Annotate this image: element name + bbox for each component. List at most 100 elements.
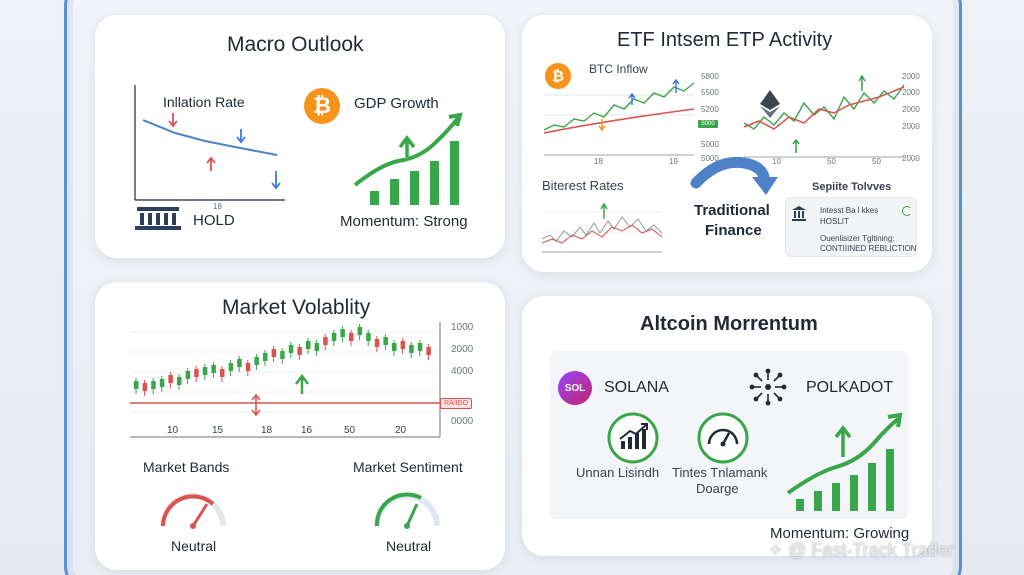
- speedometer-circle-icon: [697, 412, 749, 464]
- altcoin-momentum-card[interactable]: Altcoin Morrentum SOL SOLANA POLKADOT: [522, 296, 932, 556]
- candle-body: [220, 369, 225, 377]
- down-arrow-icon: [271, 171, 281, 190]
- eth-axis-tick: 2000: [902, 88, 920, 97]
- candle-body: [400, 341, 406, 349]
- level-badge-text: RA/IDO: [443, 400, 469, 407]
- candle-body: [426, 347, 431, 355]
- candle-body: [263, 353, 268, 361]
- eth-flow-chart: [743, 74, 905, 158]
- btc-inflow-chart: [543, 78, 695, 156]
- gdp-growth-label: GDP Growth: [354, 95, 439, 112]
- candle-body: [297, 347, 302, 355]
- market-bands-gauge: [160, 493, 226, 529]
- macro-outlook-card[interactable]: Macro Outlook Inllation Rate 18 HOLD ₿ G…: [95, 15, 505, 258]
- btc-axis-tick: 5500: [701, 88, 719, 97]
- macro-outlook-title: Macro Outlook: [227, 33, 364, 56]
- info-line-1: Intesst Ba l kkes: [820, 206, 879, 215]
- hold-label: HOLD: [193, 212, 235, 229]
- btc-x-tick: 19: [669, 157, 678, 166]
- candle-body: [392, 343, 397, 351]
- candle-body: [254, 357, 259, 365]
- up-arrow-icon: [600, 202, 608, 219]
- altcoin-panel: SOL SOLANA POLKADOT Unnan L: [550, 351, 908, 519]
- eth-x-tick: 10: [772, 157, 781, 166]
- market-volatility-title: Market Volablity: [222, 296, 371, 319]
- eth-x-tick: 50: [872, 157, 881, 166]
- volatility-y-tick: 1000: [451, 322, 474, 333]
- candle-body: [245, 363, 251, 371]
- eth-axis-tick: 2000: [902, 122, 920, 131]
- candle-body: [271, 349, 277, 357]
- policy-info-box: Intesst Ba l kkes HOSLIT Ouenlisizer Tgl…: [785, 197, 917, 257]
- info-line-2: HOSLIT: [820, 217, 849, 226]
- polkadot-label: POLKADOT: [806, 379, 894, 396]
- candle-body: [185, 371, 191, 379]
- traditional-finance-label-1: Traditional: [694, 202, 770, 219]
- inflation-rate-label: Inllation Rate: [163, 94, 245, 110]
- interest-rates-label: Biterest Rates: [542, 178, 624, 193]
- inflation-x-tick: 18: [213, 202, 222, 211]
- candle-body: [159, 379, 165, 387]
- candle-body: [314, 343, 320, 351]
- up-arrow-icon: [295, 373, 309, 394]
- bitcoin-icon: ₿: [304, 88, 340, 124]
- candle-body: [177, 377, 182, 385]
- btc-axis-tick: 5200: [701, 105, 719, 114]
- btc-axis-tick: 5000: [701, 154, 719, 163]
- interest-rates-chart: [541, 202, 663, 253]
- volatility-x-tick: 16: [301, 425, 313, 436]
- btc-value-badge-text: 5000: [701, 121, 715, 127]
- up-arrow-icon: [834, 425, 852, 457]
- bitcoin-icon: ₿: [545, 63, 571, 89]
- up-arrow-icon: [398, 135, 416, 157]
- up-arrow-icon: [792, 138, 800, 153]
- watermark: ✧ @ Fast-Track Trader: [768, 540, 954, 560]
- candle-body: [142, 383, 148, 391]
- curved-arrow-icon: [690, 156, 778, 195]
- btc-axis-tick: 5800: [701, 72, 719, 81]
- bank-icon: [792, 206, 806, 221]
- candle-body: [194, 369, 199, 377]
- candle-body: [383, 337, 388, 345]
- down-arrow-icon: [168, 113, 178, 128]
- momentum-strong-label: Momentum: Strong: [340, 213, 468, 230]
- altcoin-momentum-title: Altcoin Morrentum: [640, 313, 818, 335]
- bank-icon: [135, 207, 181, 230]
- candle-body: [331, 333, 337, 341]
- market-sentiment-gauge: [374, 492, 440, 529]
- btc-value-badge: 5000: [698, 120, 718, 128]
- candle-body: [374, 339, 380, 347]
- momentum-growing-label: Momentum: Growing: [770, 525, 910, 542]
- eth-axis-tick: 2000: [902, 154, 920, 163]
- candle-body: [323, 337, 328, 345]
- candle-body: [211, 365, 216, 373]
- volatility-x-tick: 20: [395, 425, 407, 436]
- altcoin-icon2-label-1: Tintes Tnlamank: [672, 465, 768, 480]
- candle-body: [417, 343, 423, 351]
- altcoin-icon2-label-2: Doarge: [696, 481, 739, 496]
- candle-body: [409, 345, 414, 353]
- volatility-candle-chart[interactable]: [130, 322, 441, 442]
- candle-body: [134, 381, 139, 389]
- eth-axis-tick: 2000: [902, 105, 920, 114]
- traditional-finance-label-2: Finance: [705, 222, 762, 239]
- altcoin-icon1-label: Unnan Lisindh: [576, 465, 660, 480]
- solana-badge-text: SOL: [564, 382, 586, 394]
- volatility-x-tick: 10: [167, 425, 179, 436]
- altcoin-growth-chart: [786, 412, 903, 511]
- up-arrow-icon: [628, 92, 636, 105]
- etf-activity-card[interactable]: ETF Intsem ETP Activity ₿ BTC Inflow 580…: [522, 15, 932, 272]
- market-volatility-card[interactable]: Market Volablity 1000 2000 4000 0000 RA/…: [95, 282, 505, 570]
- market-sentiment-label: Market Sentiment: [353, 459, 463, 475]
- candle-body: [280, 351, 285, 359]
- down-arrow-icon: [236, 129, 246, 144]
- ethereum-icon: [760, 90, 780, 118]
- market-bands-label: Market Bands: [143, 459, 230, 475]
- market-sentiment-value: Neutral: [386, 538, 432, 554]
- candle-body: [340, 329, 345, 337]
- candle-body: [151, 381, 156, 389]
- up-arrow-icon: [858, 74, 866, 91]
- polkadot-icon: [749, 368, 787, 406]
- down-up-arrow-icon: [251, 393, 261, 417]
- refresh-icon: [902, 206, 912, 216]
